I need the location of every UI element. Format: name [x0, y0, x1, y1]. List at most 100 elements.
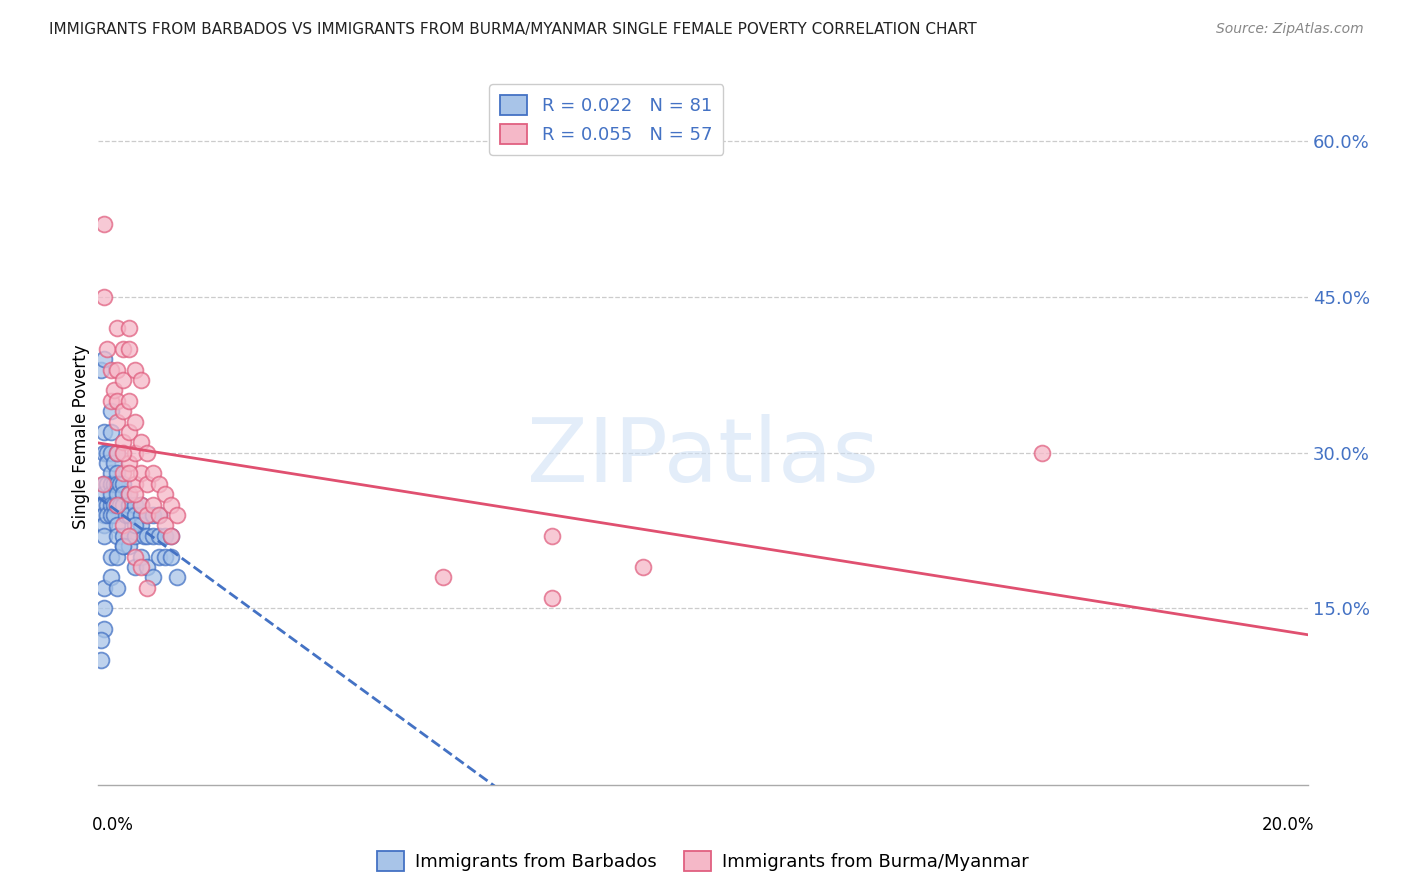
Point [111, 342, 134, 356]
Point [118, 321, 141, 335]
Point [105, 321, 128, 335]
Point [96, 498, 118, 512]
Point [540, 591, 562, 605]
Point [118, 529, 141, 543]
Point [93, 498, 115, 512]
Point [105, 581, 128, 595]
Point [100, 425, 122, 439]
Point [105, 393, 128, 408]
Point [111, 539, 134, 553]
Point [142, 498, 165, 512]
Point [103, 384, 125, 398]
Text: Source: ZipAtlas.com: Source: ZipAtlas.com [1216, 22, 1364, 37]
Point [142, 570, 165, 584]
Point [118, 425, 141, 439]
Point [100, 445, 122, 459]
Point [100, 362, 122, 376]
Point [129, 498, 152, 512]
Point [1031, 445, 1053, 459]
Point [118, 508, 141, 522]
Point [111, 476, 134, 491]
Point [148, 476, 170, 491]
Point [118, 539, 141, 553]
Point [93, 508, 115, 522]
Text: IMMIGRANTS FROM BARBADOS VS IMMIGRANTS FROM BURMA/MYANMAR SINGLE FEMALE POVERTY : IMMIGRANTS FROM BARBADOS VS IMMIGRANTS F… [49, 22, 977, 37]
Point [135, 581, 157, 595]
Point [631, 560, 654, 574]
Point [148, 508, 170, 522]
Point [124, 476, 146, 491]
Point [93, 581, 115, 595]
Point [129, 435, 152, 450]
Point [111, 404, 134, 418]
Point [100, 498, 122, 512]
Point [111, 518, 134, 533]
Point [153, 518, 176, 533]
Point [105, 498, 128, 512]
Point [153, 529, 176, 543]
Point [105, 498, 128, 512]
Point [142, 467, 165, 481]
Text: ZIPatlas: ZIPatlas [527, 415, 879, 501]
Point [118, 529, 141, 543]
Point [129, 508, 152, 522]
Point [100, 508, 122, 522]
Point [135, 445, 157, 459]
Point [96, 342, 118, 356]
Point [118, 498, 141, 512]
Point [118, 456, 141, 470]
Y-axis label: Single Female Poverty: Single Female Poverty [72, 345, 90, 529]
Point [105, 445, 128, 459]
Point [135, 529, 157, 543]
Point [124, 560, 146, 574]
Point [111, 539, 134, 553]
Point [129, 498, 152, 512]
Point [148, 529, 170, 543]
Point [100, 393, 122, 408]
Point [93, 476, 115, 491]
Point [93, 529, 115, 543]
Point [93, 425, 115, 439]
Point [129, 467, 152, 481]
Point [148, 508, 170, 522]
Point [129, 560, 152, 574]
Point [103, 508, 125, 522]
Point [105, 549, 128, 564]
Point [91, 476, 114, 491]
Point [135, 476, 157, 491]
Point [93, 352, 115, 367]
Point [148, 549, 170, 564]
Point [100, 476, 122, 491]
Legend: Immigrants from Barbados, Immigrants from Burma/Myanmar: Immigrants from Barbados, Immigrants fro… [370, 844, 1036, 879]
Point [432, 570, 454, 584]
Point [105, 467, 128, 481]
Point [100, 549, 122, 564]
Point [108, 498, 131, 512]
Point [124, 415, 146, 429]
Point [103, 476, 125, 491]
Point [153, 549, 176, 564]
Point [105, 415, 128, 429]
Point [108, 476, 131, 491]
Point [160, 549, 183, 564]
Point [118, 487, 141, 501]
Point [93, 487, 115, 501]
Point [105, 445, 128, 459]
Point [100, 570, 122, 584]
Point [100, 404, 122, 418]
Point [124, 518, 146, 533]
Point [129, 518, 152, 533]
Point [111, 445, 134, 459]
Point [93, 445, 115, 459]
Point [96, 445, 118, 459]
Point [96, 476, 118, 491]
Point [111, 487, 134, 501]
Point [124, 498, 146, 512]
Point [135, 508, 157, 522]
Point [105, 362, 128, 376]
Point [90, 362, 112, 376]
Point [93, 290, 115, 304]
Point [124, 487, 146, 501]
Point [132, 529, 155, 543]
Point [160, 529, 183, 543]
